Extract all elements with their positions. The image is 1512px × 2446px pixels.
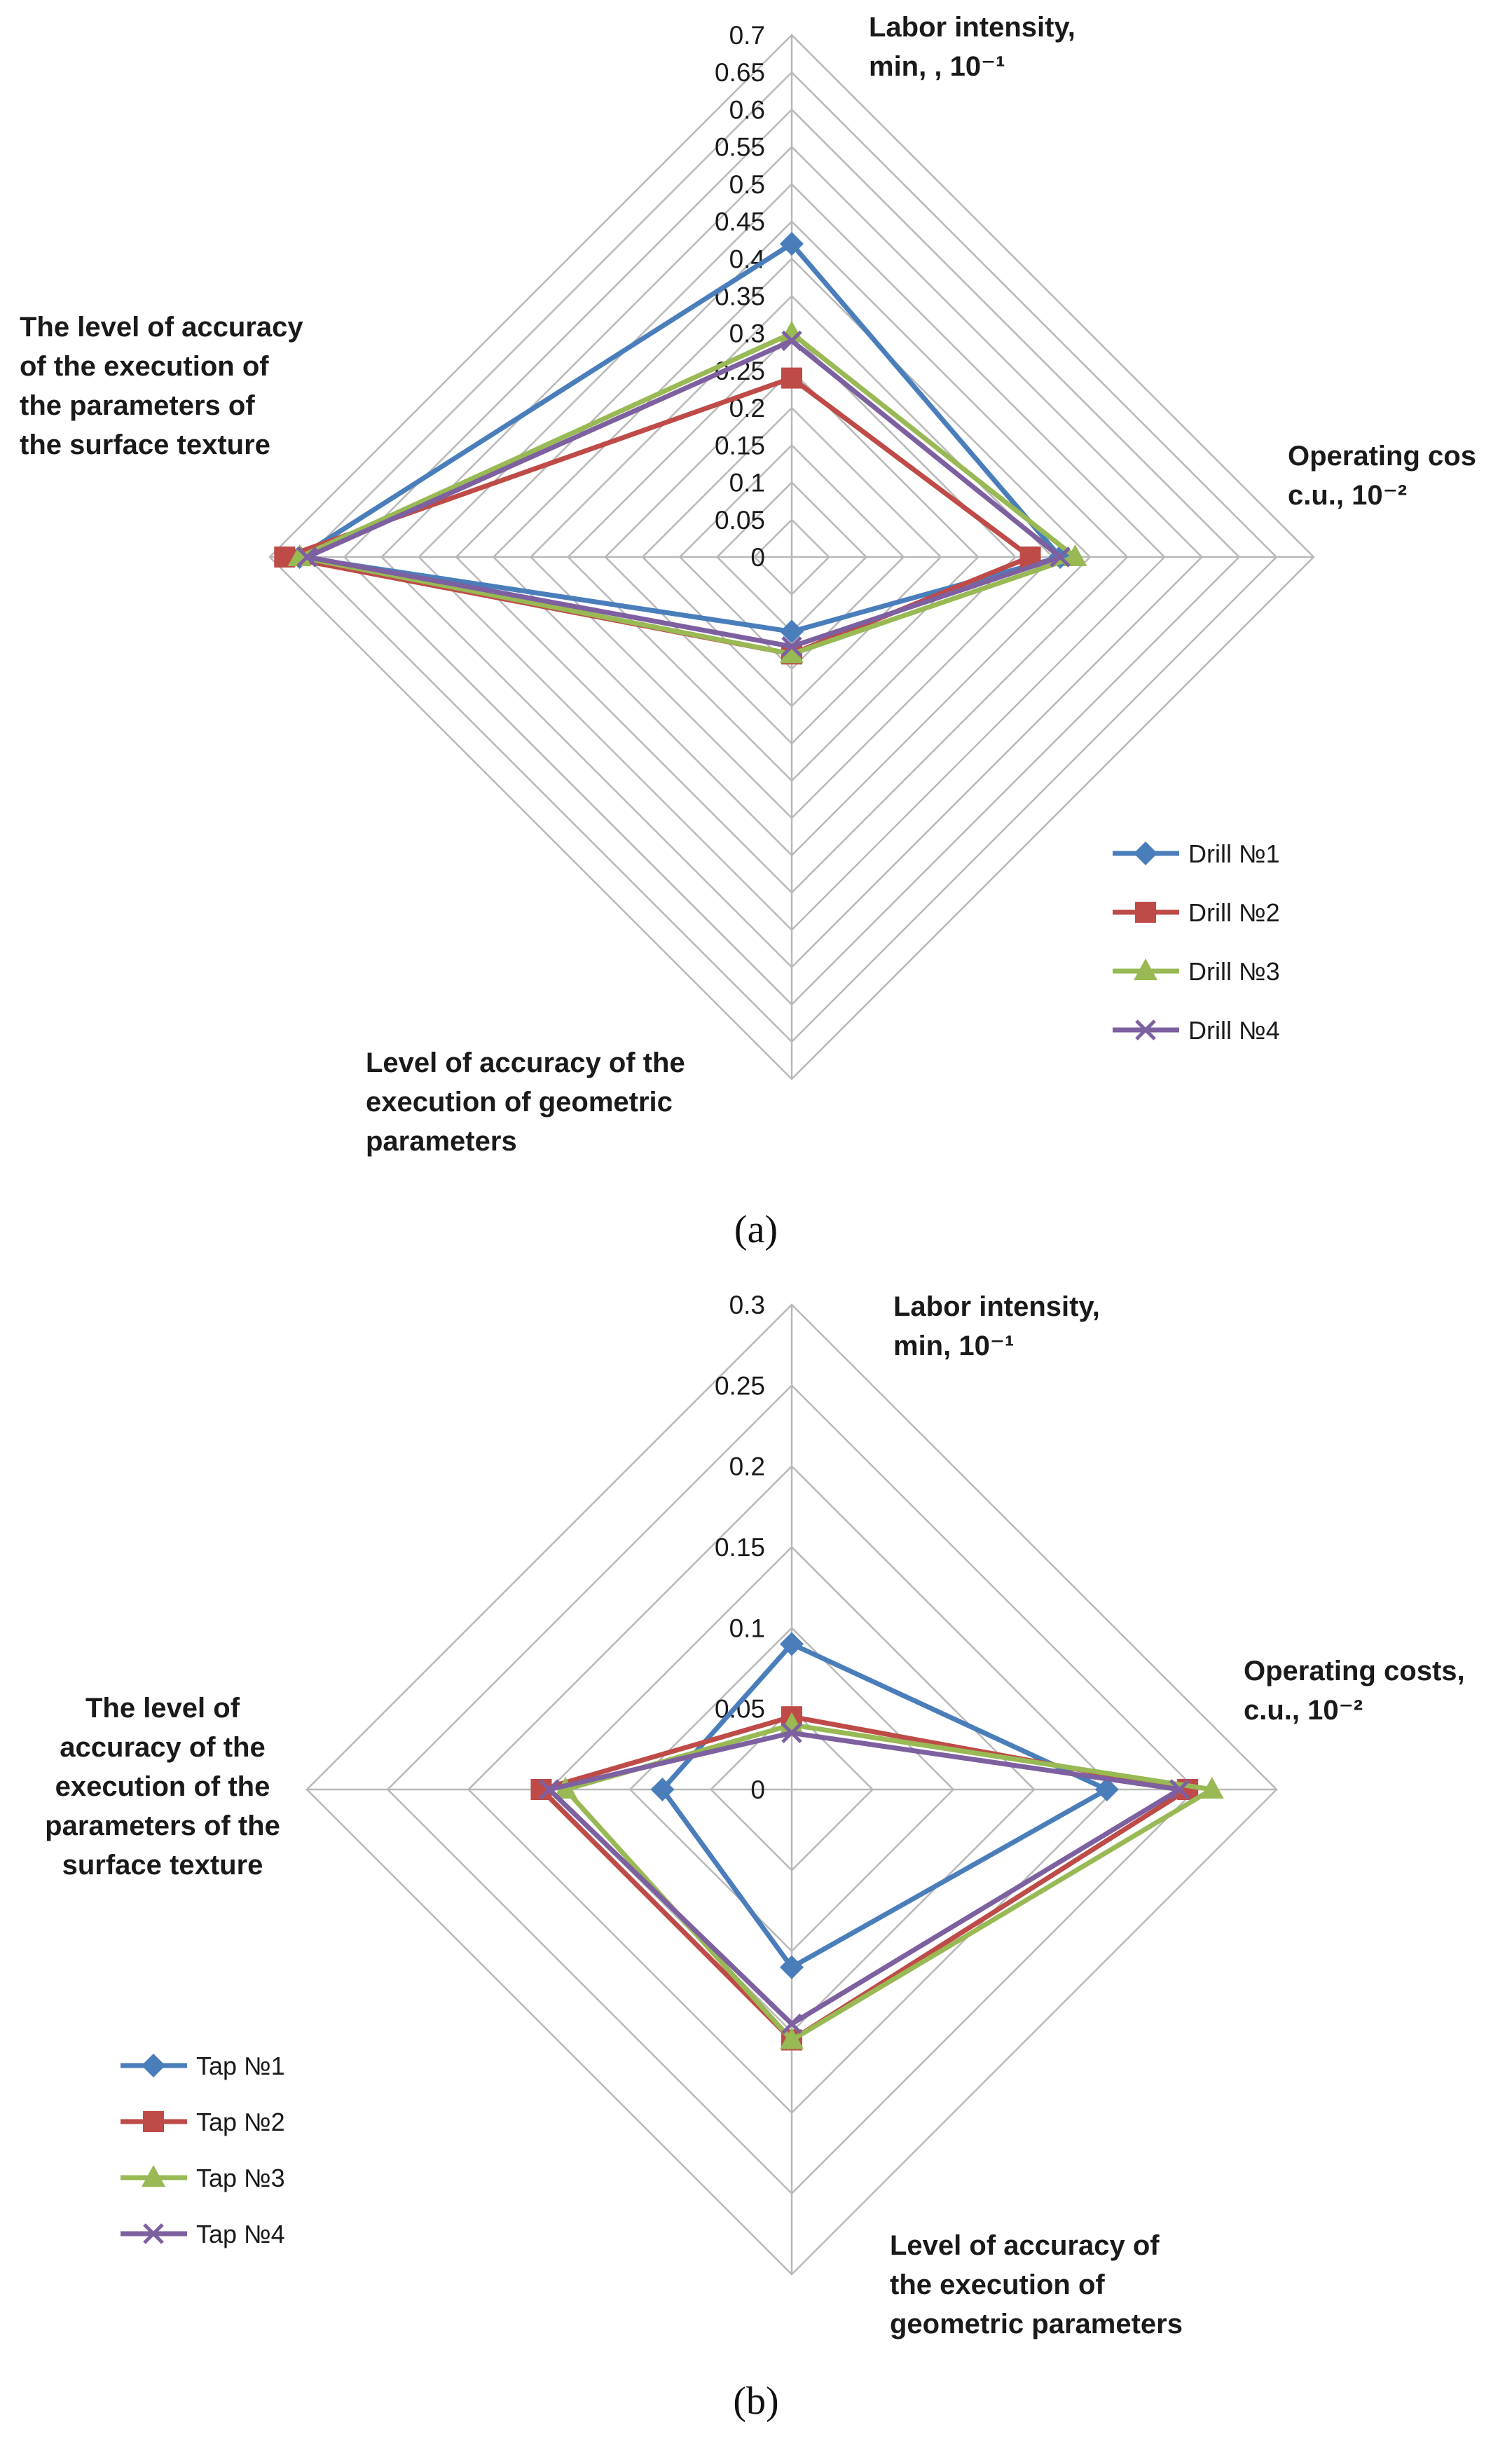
axis-label: Operating cos c.u., 10⁻² [1288, 441, 1476, 511]
tick-label: 0.05 [715, 506, 765, 535]
series-line [659, 1641, 1110, 1970]
data-point [780, 2027, 804, 2049]
tick-label: 0.1 [729, 1614, 765, 1642]
axis-label: Operating costs, c.u., 10⁻² [1244, 1656, 1465, 1726]
legend-item: Tap №1 [121, 2052, 285, 2080]
data-point [780, 619, 804, 644]
data-point [781, 635, 802, 657]
legend-marker [143, 2223, 164, 2244]
legend-marker [1135, 1019, 1156, 1040]
tick-label: 0.6 [729, 95, 765, 124]
data-point [780, 641, 804, 664]
tick-label: 0.15 [715, 431, 765, 460]
axis-label: Labor intensity, min, 10⁻¹ [893, 1291, 1100, 1361]
legend-label: Drill №2 [1188, 898, 1280, 927]
axis-label: The level of accuracy of the execution of … [45, 1693, 280, 1881]
data-point [781, 367, 802, 389]
tick-label: 0.15 [715, 1533, 765, 1562]
legend-marker [1135, 902, 1156, 923]
tick-label: 0.1 [729, 469, 765, 497]
data-point [1200, 1777, 1224, 1799]
legend: Tap №1 Tap №2 Tap №3 Tap №4 [121, 2052, 285, 2248]
series-line [563, 1722, 1215, 2043]
legend-marker [1134, 841, 1157, 865]
data-point [1050, 547, 1071, 568]
data-point [781, 1722, 802, 1744]
figure-caption: (b) [733, 2379, 778, 2423]
legend-label: Tap №3 [196, 2164, 285, 2192]
tick-label: 0.25 [715, 1371, 765, 1400]
tick-label: 0.2 [729, 1452, 765, 1481]
legend-label: Drill №1 [1188, 839, 1280, 868]
legend-item: Tap №3 [121, 2164, 285, 2192]
legend-item: Drill №3 [1113, 957, 1280, 986]
tick-label: 0 [750, 543, 765, 572]
data-point [781, 330, 802, 352]
data-point [780, 1632, 804, 1656]
legend-label: Tap №4 [196, 2220, 285, 2248]
legend-label: Drill №4 [1188, 1016, 1280, 1045]
axis-label: Level of accuracy of the execution of geom… [890, 2230, 1183, 2339]
series-line [297, 331, 1078, 657]
legend-item: Drill №2 [1113, 898, 1280, 927]
data-point [781, 2013, 802, 2035]
axis-label: Labor intensity, min, , 10⁻¹ [869, 12, 1075, 82]
data-point [1169, 1779, 1190, 1800]
data-point [650, 1778, 675, 1801]
data-point [1063, 544, 1087, 566]
radar-chart-taps: 00.050.10.150.20.250.3 Labor intensity, mi… [45, 1291, 1464, 2423]
data-point [780, 232, 804, 256]
legend-label: Drill №3 [1188, 957, 1280, 986]
legend-marker [143, 2111, 164, 2132]
tick-label: 0.3 [729, 320, 765, 348]
axis-label: Level of accuracy of the execution of geo… [366, 1047, 685, 1157]
radar-chart-drills: 00.050.10.150.20.250.30.350.40.450.50.55… [20, 12, 1476, 1251]
figure-caption: (a) [734, 1208, 778, 1251]
tick-label: 0.5 [729, 170, 765, 199]
tick-label: 0.3 [729, 1291, 765, 1319]
legend-marker [142, 2165, 165, 2187]
data-point [1094, 1778, 1119, 1801]
tick-label: 0.4 [729, 245, 765, 273]
legend-item: Drill №4 [1113, 1016, 1280, 1045]
legend-item: Drill №1 [1113, 839, 1280, 868]
data-point [780, 1955, 804, 1979]
tick-label: 0.45 [715, 207, 765, 236]
tick-label: 0.55 [715, 133, 765, 162]
legend-marker [1134, 959, 1157, 980]
legend-item: Tap №2 [121, 2108, 285, 2136]
legend-item: Tap №4 [121, 2220, 285, 2248]
data-point [296, 547, 317, 568]
tick-label: 0.7 [729, 21, 765, 50]
axis-label: The level of accuracy of the execution of… [20, 312, 303, 460]
legend-label: Tap №2 [196, 2108, 285, 2136]
legend-label: Tap №1 [196, 2052, 285, 2080]
legend-marker [142, 2054, 165, 2077]
data-point [539, 1779, 560, 1800]
legend: Drill №1 Drill №2 Drill №3 Drill №4 [1113, 839, 1280, 1045]
tick-label: 0 [750, 1775, 765, 1804]
tick-label: 0.65 [715, 58, 765, 87]
